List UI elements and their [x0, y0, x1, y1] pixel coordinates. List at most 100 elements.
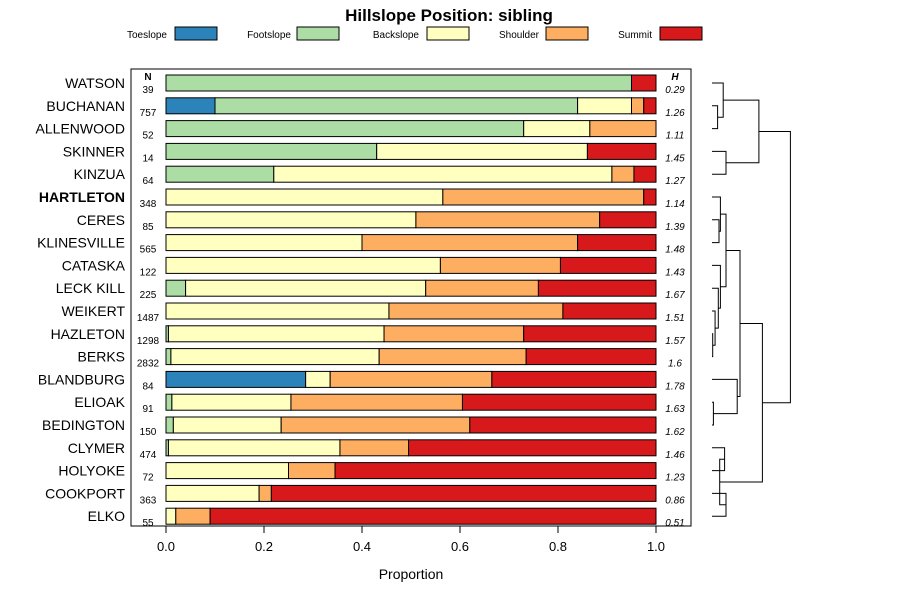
bar-watson-footslope	[165, 74, 632, 92]
category-label-holyoke: HOLYOKE	[58, 463, 125, 479]
h-value-cookport: 0.86	[665, 495, 685, 506]
row-blandburg: BLANDBURG 84 1.78	[38, 370, 685, 392]
n-value-cookport: 363	[140, 495, 157, 506]
bar-berks-summit	[525, 348, 657, 366]
row-klinesville: KLINESVILLE 565 1.48	[37, 234, 685, 256]
row-allenwood: ALLENWOOD 52 1.11	[36, 120, 684, 142]
bar-blandburg-backslope	[305, 370, 331, 388]
legend: Toeslope Footslope Backslope Shoulder Summit	[127, 26, 703, 41]
h-value-buchanan: 1.26	[665, 108, 685, 119]
category-label-skinner: SKINNER	[63, 143, 125, 159]
bar-elioak-summit	[461, 393, 657, 411]
bar-klinesville-shoulder	[361, 234, 579, 252]
legend-swatch-shoulder	[545, 26, 589, 41]
legend-swatch-footslope	[296, 26, 340, 41]
x-tick-label-4: 0.8	[549, 539, 567, 554]
bar-klinesville-backslope	[165, 234, 363, 252]
dendrogram-merge-m4	[723, 99, 760, 164]
bar-ceres-summit	[599, 211, 657, 229]
dendrogram-merge-m7	[712, 333, 714, 358]
x-axis-label: Proportion	[379, 566, 444, 582]
h-value-blandburg: 1.78	[665, 381, 685, 392]
bar-kinzua-shoulder	[611, 165, 635, 183]
bar-cookport-backslope	[165, 484, 260, 502]
bar-klinesville-summit	[577, 234, 657, 252]
legend-swatch-backslope	[426, 26, 470, 41]
bar-ceres-backslope	[165, 211, 417, 229]
category-label-blandburg: BLANDBURG	[38, 371, 125, 387]
dendrogram-merge-m11	[720, 213, 727, 288]
bar-cataska-summit	[559, 256, 657, 274]
legend-label-toeslope: Toeslope	[127, 30, 167, 41]
category-label-weikert: WEIKERT	[61, 303, 125, 319]
h-value-hartleton: 1.14	[665, 199, 685, 210]
n-value-elioak: 91	[142, 404, 154, 415]
row-hartleton: HARTLETON 348 1.14	[39, 188, 685, 210]
dendrogram-merge-m12	[712, 401, 714, 426]
row-skinner: SKINNER 14 1.45	[63, 142, 685, 164]
bar-clymer-summit	[408, 439, 657, 457]
legend-label-shoulder: Shoulder	[499, 30, 540, 41]
legend-label-summit: Summit	[618, 30, 652, 41]
bar-ceres-shoulder	[415, 211, 601, 229]
h-value-klinesville: 1.48	[665, 245, 685, 256]
legend-swatch-summit	[659, 26, 703, 41]
n-value-hartleton: 348	[140, 199, 157, 210]
row-elko: ELKO 55 0.51	[88, 507, 685, 529]
bar-elko-backslope	[165, 507, 177, 525]
bar-allenwood-shoulder	[589, 120, 657, 138]
bar-cataska-shoulder	[439, 256, 561, 274]
legend-swatch-toeslope	[174, 26, 218, 41]
bar-buchanan-summit	[643, 97, 657, 115]
category-label-buchanan: BUCHANAN	[46, 98, 125, 114]
n-value-blandburg: 84	[142, 381, 154, 392]
bar-weikert-shoulder	[388, 302, 564, 320]
category-label-hazleton: HAZLETON	[51, 326, 125, 342]
bar-bedington-summit	[469, 416, 657, 434]
bar-kinzua-footslope	[165, 165, 275, 183]
n-value-klinesville: 565	[140, 245, 157, 256]
h-value-skinner: 1.45	[665, 153, 685, 164]
bar-cataska-backslope	[165, 256, 441, 274]
row-kinzua: KINZUA 64 1.27	[74, 165, 685, 187]
bar-leck-kill-footslope	[165, 279, 187, 297]
category-label-watson: WATSON	[65, 75, 125, 91]
bar-holyoke-shoulder	[288, 462, 336, 480]
dendrogram-merge-m10	[712, 264, 721, 309]
row-weikert: WEIKERT 1487 1.51	[61, 302, 685, 324]
h-value-cataska: 1.43	[665, 267, 685, 278]
category-label-elioak: ELIOAK	[74, 394, 125, 410]
bar-kinzua-backslope	[273, 165, 613, 183]
h-column-header: H	[671, 72, 679, 83]
n-column-header: N	[144, 72, 151, 83]
h-value-elioak: 1.63	[665, 404, 685, 415]
bar-leck-kill-backslope	[185, 279, 427, 297]
row-watson: WATSON 39 0.29	[65, 74, 685, 96]
n-value-leck-kill: 225	[140, 290, 157, 301]
n-value-watson: 39	[142, 85, 154, 96]
bar-buchanan-toeslope	[165, 97, 216, 115]
bar-blandburg-summit	[491, 370, 657, 388]
n-value-berks: 2832	[137, 359, 160, 370]
h-value-kinzua: 1.27	[665, 176, 685, 187]
bar-holyoke-backslope	[165, 462, 289, 480]
bar-kinzua-summit	[633, 165, 657, 183]
bar-elko-shoulder	[175, 507, 211, 525]
category-label-bedington: BEDINGTON	[42, 417, 125, 433]
bar-skinner-footslope	[165, 142, 378, 160]
dendrogram-merge-m18	[719, 322, 763, 483]
bar-elioak-shoulder	[290, 393, 463, 411]
category-label-clymer: CLYMER	[68, 440, 125, 456]
category-label-cataska: CATASKA	[62, 257, 126, 273]
h-value-bedington: 1.62	[665, 427, 685, 438]
category-label-allenwood: ALLENWOOD	[36, 121, 125, 137]
h-value-leck-kill: 1.67	[665, 290, 685, 301]
bar-watson-summit	[631, 74, 657, 92]
bar-skinner-summit	[586, 142, 657, 160]
plot-frame	[130, 68, 692, 527]
bar-rows: WATSON 39 0.29 BUCHANAN 757 1.26 ALLENWOOD 52 1.…	[36, 74, 685, 529]
dendrogram-merge-m14	[726, 249, 741, 397]
bar-clymer-shoulder	[339, 439, 410, 457]
legend-label-footslope: Footslope	[247, 30, 291, 41]
